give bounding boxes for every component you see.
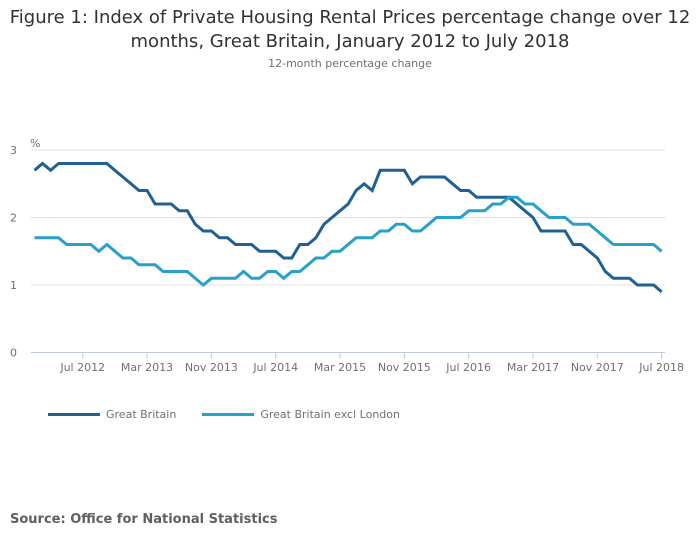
series-points-great-britain-excl-london: [33, 196, 663, 287]
series-lines: [33, 161, 663, 293]
y-axis-ticks: 0 1 2 3: [10, 144, 17, 360]
x-tick-label: Nov 2013: [185, 361, 238, 374]
source-note: Source: Office for National Statistics: [10, 512, 278, 527]
x-tick-label: Jul 2018: [638, 361, 684, 374]
line-chart: 0 1 2 3 % Jul 2012 Mar 2013 Nov 2013 Jul 2014 M…: [10, 137, 684, 374]
x-tick-label: Nov 2017: [571, 361, 624, 374]
x-tick-label: Mar 2015: [314, 361, 366, 374]
x-tick-label: Mar 2017: [507, 361, 559, 374]
x-tick-label: Jul 2016: [445, 361, 491, 374]
series-line-great-britain[interactable]: [33, 161, 663, 293]
y-tick-label: 3: [10, 144, 17, 157]
x-tick-label: Jul 2012: [59, 361, 105, 374]
x-axis-ticks: Jul 2012 Mar 2013 Nov 2013 Jul 2014 Mar 2015…: [59, 352, 684, 374]
legend-label: Great Britain: [106, 408, 177, 421]
y-tick-label: 1: [10, 279, 17, 292]
legend-swatch-great-britain: [48, 413, 100, 416]
x-tick-label: Jul 2014: [252, 361, 298, 374]
y-tick-label: 2: [10, 212, 17, 225]
legend-item-great-britain[interactable]: Great Britain: [48, 408, 176, 421]
legend: Great Britain Great Britain excl London: [48, 408, 426, 421]
gridlines: [31, 149, 665, 286]
series-line-great-britain-excl-london[interactable]: [34, 195, 663, 287]
y-axis-unit-label: %: [30, 137, 40, 150]
x-tick-label: Nov 2015: [378, 361, 431, 374]
legend-swatch-great-britain-excl-london: [202, 413, 255, 416]
legend-item-great-britain-excl-london[interactable]: Great Britain excl London: [202, 408, 400, 421]
chart-subtitle: 12-month percentage change: [268, 57, 432, 70]
legend-label: Great Britain excl London: [260, 408, 400, 421]
chart-title: Figure 1: Index of Private Housing Renta…: [9, 7, 691, 52]
y-tick-label: 0: [10, 347, 17, 360]
x-tick-label: Mar 2013: [121, 361, 173, 374]
